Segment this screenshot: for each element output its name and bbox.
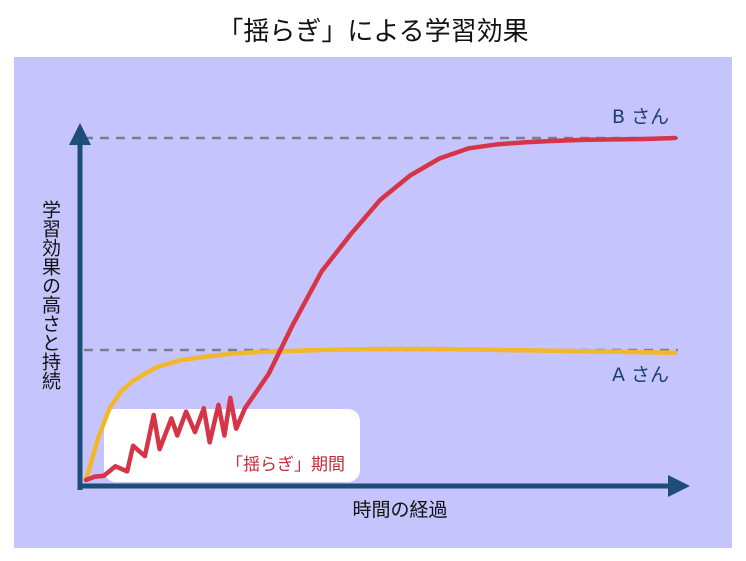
chart-title: 「揺らぎ」による学習効果 [217,17,528,47]
reference-label-0: B さん [612,106,669,128]
series-lines [83,135,678,483]
x-axis-arrow [668,475,690,497]
axes [69,123,690,497]
reference-label-1: A さん [612,364,669,386]
fluctuation-period-label: 「揺らぎ」期間 [226,455,345,475]
x-axis-label: 時間の経過 [352,499,447,521]
y-axis-arrow [69,123,91,145]
series-line-1 [83,135,678,483]
series-line-0 [83,346,678,483]
y-axis-label: 学習効果の高さと持続 [39,200,61,390]
reference-labels: B さん A さん [612,106,669,386]
